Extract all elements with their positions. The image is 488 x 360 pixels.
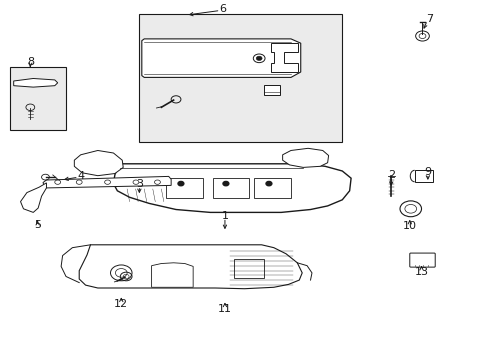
Text: 2: 2 — [387, 170, 394, 180]
Polygon shape — [79, 245, 302, 289]
Bar — [10, 67, 66, 130]
Polygon shape — [20, 183, 46, 212]
Polygon shape — [43, 176, 171, 188]
Polygon shape — [74, 150, 123, 176]
Text: 12: 12 — [114, 299, 128, 309]
Bar — [139, 14, 342, 142]
Circle shape — [256, 56, 262, 60]
Bar — [233, 259, 264, 278]
Bar — [166, 178, 203, 198]
Polygon shape — [282, 148, 328, 167]
Text: 9: 9 — [424, 167, 430, 177]
Text: 8: 8 — [27, 57, 34, 67]
Polygon shape — [14, 78, 58, 87]
FancyBboxPatch shape — [409, 253, 434, 267]
Text: 13: 13 — [414, 267, 427, 277]
Polygon shape — [142, 39, 300, 77]
Text: 1: 1 — [221, 211, 228, 221]
Polygon shape — [271, 43, 298, 72]
Circle shape — [223, 181, 228, 186]
Bar — [264, 85, 279, 95]
Circle shape — [265, 181, 271, 186]
Bar — [212, 178, 249, 198]
Text: 5: 5 — [34, 220, 41, 230]
Circle shape — [178, 181, 183, 186]
Text: 7: 7 — [425, 14, 432, 24]
Text: 4: 4 — [77, 171, 84, 181]
Bar — [414, 170, 432, 182]
Text: 10: 10 — [402, 221, 416, 231]
Polygon shape — [151, 263, 193, 287]
Bar — [254, 178, 290, 198]
Text: 11: 11 — [218, 304, 231, 314]
Text: 6: 6 — [219, 4, 225, 14]
Text: 3: 3 — [136, 179, 142, 189]
Polygon shape — [113, 164, 350, 212]
